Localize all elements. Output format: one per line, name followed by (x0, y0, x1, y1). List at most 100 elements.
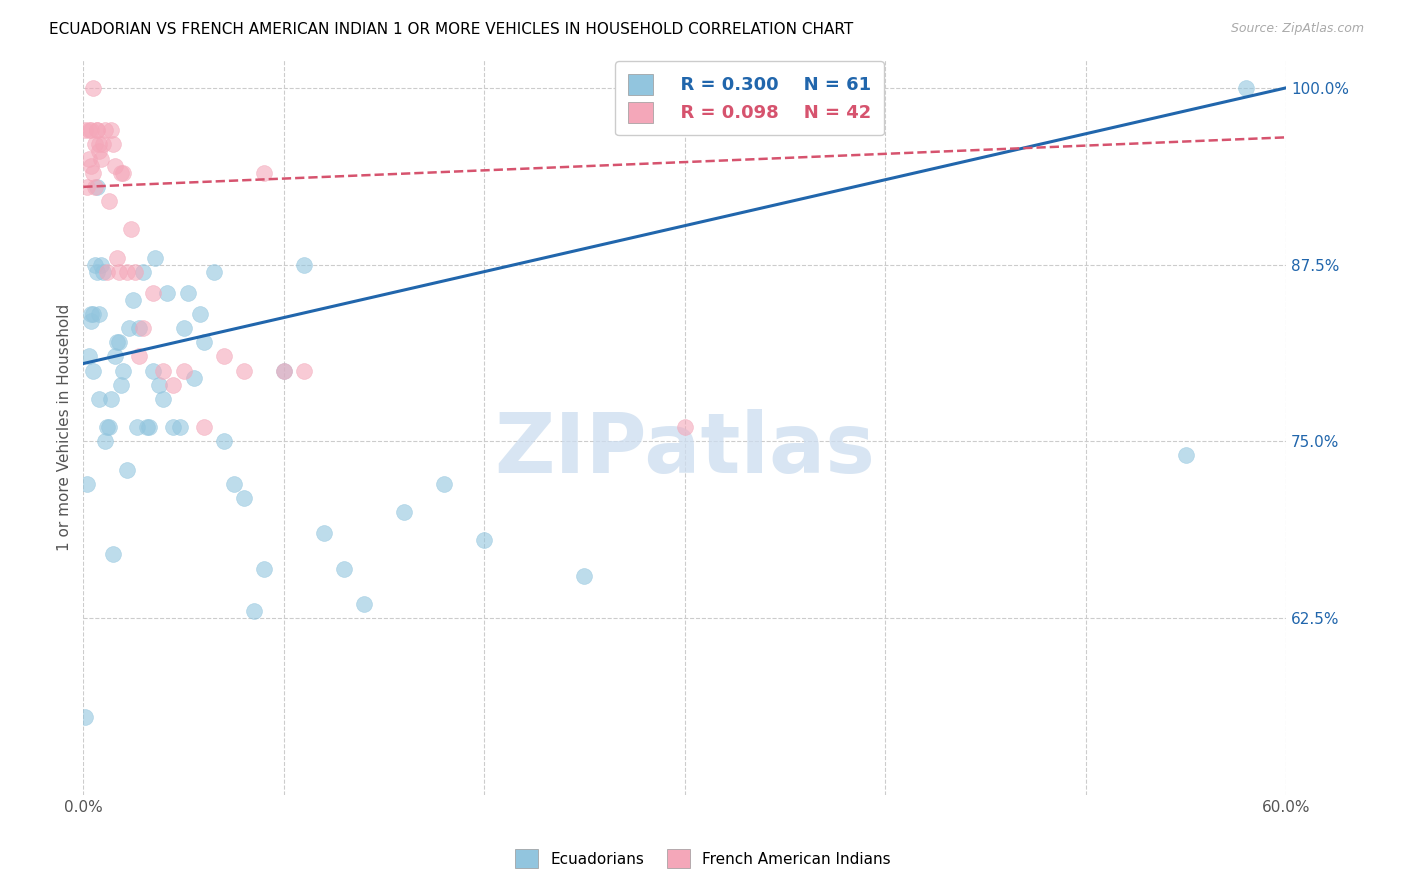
Point (188, 307, 211, 321)
Point (128, 350, 150, 364)
Point (1174, 449, 1197, 463)
Point (138, 420, 160, 434)
Point (433, 476, 456, 491)
Point (124, 265, 146, 279)
Point (82, 81, 104, 95)
Point (91, 265, 114, 279)
Point (96, 265, 118, 279)
Legend:   R = 0.300    N = 61,   R = 0.098    N = 42: R = 0.300 N = 61, R = 0.098 N = 42 (616, 62, 884, 136)
Point (183, 370, 205, 384)
Point (94, 434, 117, 449)
Point (117, 462, 139, 476)
Point (112, 166, 135, 180)
Point (673, 420, 696, 434)
Point (80, 123, 103, 137)
Point (86, 265, 108, 279)
Point (292, 363, 315, 377)
Point (132, 265, 155, 279)
Point (79, 152, 101, 166)
Point (117, 265, 139, 279)
Point (253, 561, 276, 575)
Point (222, 476, 245, 491)
Point (169, 420, 191, 434)
Point (86, 179, 108, 194)
Point (112, 363, 135, 377)
Point (128, 321, 150, 335)
Point (103, 137, 125, 152)
Point (103, 548, 125, 562)
Point (84, 258, 107, 272)
Point (173, 321, 195, 335)
Point (82, 166, 104, 180)
Point (84, 179, 107, 194)
Point (173, 363, 195, 377)
Point (152, 392, 174, 406)
Y-axis label: 1 or more Vehicles in Household: 1 or more Vehicles in Household (58, 303, 72, 550)
Point (152, 363, 174, 377)
Point (79, 123, 101, 137)
Point (142, 285, 165, 300)
Point (193, 420, 215, 434)
Text: ZIPatlas: ZIPatlas (494, 409, 875, 490)
Point (472, 533, 495, 548)
Point (90, 152, 112, 166)
Point (86, 123, 108, 137)
Point (145, 251, 167, 265)
Point (86, 123, 108, 137)
Point (89, 392, 111, 406)
Point (105, 251, 128, 265)
Legend: Ecuadorians, French American Indians: Ecuadorians, French American Indians (508, 841, 898, 875)
Point (122, 293, 145, 307)
Point (98, 194, 121, 208)
Text: Source: ZipAtlas.com: Source: ZipAtlas.com (1230, 22, 1364, 36)
Point (108, 265, 131, 279)
Point (105, 335, 128, 350)
Point (100, 123, 122, 137)
Point (232, 491, 254, 505)
Point (273, 363, 295, 377)
Point (392, 505, 415, 519)
Point (84, 137, 107, 152)
Point (273, 363, 295, 377)
Point (110, 166, 132, 180)
Point (75, 123, 97, 137)
Point (80, 307, 103, 321)
Point (162, 377, 184, 392)
Point (89, 307, 111, 321)
Point (94, 123, 117, 137)
Point (76, 476, 98, 491)
Point (212, 434, 235, 449)
Point (80, 159, 103, 173)
Point (79, 350, 101, 364)
Point (292, 258, 315, 272)
Point (162, 420, 184, 434)
Point (193, 335, 215, 350)
Point (75, 710, 97, 724)
Point (333, 561, 356, 575)
Point (574, 568, 596, 582)
Point (96, 420, 118, 434)
Point (82, 307, 104, 321)
Point (82, 363, 104, 377)
Point (76, 179, 98, 194)
Point (104, 350, 127, 364)
Point (353, 597, 375, 611)
Point (176, 285, 198, 300)
Point (136, 420, 159, 434)
Point (100, 392, 122, 406)
Point (148, 377, 170, 392)
Point (242, 604, 264, 618)
Point (1234, 81, 1257, 95)
Point (202, 265, 225, 279)
Point (90, 258, 112, 272)
Point (212, 350, 235, 364)
Point (80, 314, 103, 328)
Point (132, 321, 155, 335)
Point (91, 137, 114, 152)
Point (118, 321, 141, 335)
Point (156, 285, 179, 300)
Point (108, 335, 131, 350)
Point (89, 137, 111, 152)
Point (104, 159, 127, 173)
Point (142, 363, 165, 377)
